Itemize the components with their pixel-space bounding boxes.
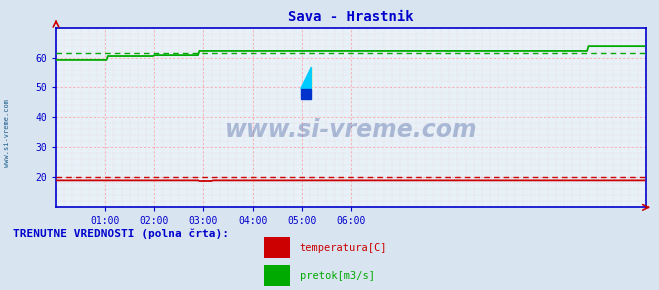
- Text: www.si-vreme.com: www.si-vreme.com: [225, 118, 477, 142]
- Text: www.si-vreme.com: www.si-vreme.com: [3, 99, 10, 167]
- Title: Sava - Hrastnik: Sava - Hrastnik: [288, 10, 414, 23]
- Text: TRENUTNE VREDNOSTI (polna črta):: TRENUTNE VREDNOSTI (polna črta):: [13, 228, 229, 239]
- Polygon shape: [301, 67, 312, 89]
- Text: pretok[m3/s]: pretok[m3/s]: [300, 271, 375, 281]
- Bar: [264, 265, 290, 286]
- Bar: [264, 237, 290, 258]
- Text: temperatura[C]: temperatura[C]: [300, 243, 387, 253]
- Polygon shape: [301, 67, 312, 89]
- Polygon shape: [301, 89, 312, 99]
